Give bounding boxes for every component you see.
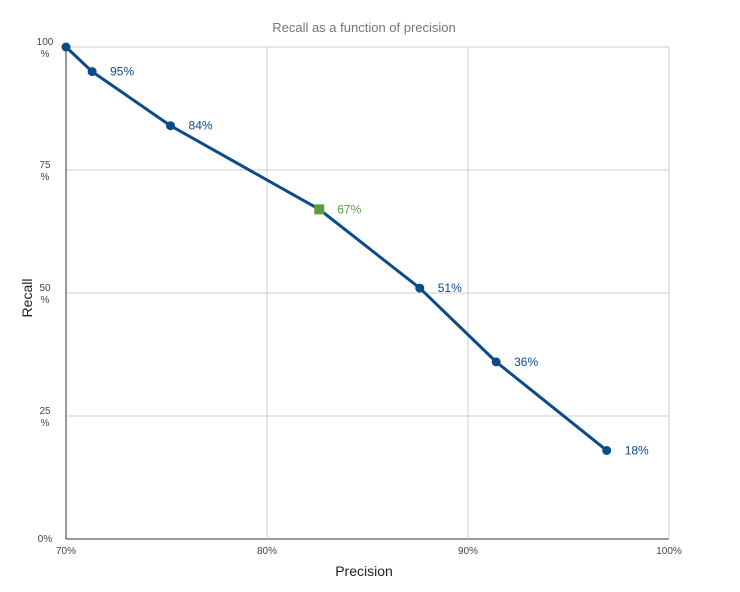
chart-title: Recall as a function of precision bbox=[272, 20, 456, 35]
y-tick-label: 50% bbox=[39, 283, 51, 306]
x-tick-label: 80% bbox=[257, 546, 277, 557]
recall-series bbox=[61, 42, 612, 455]
data-label: 36% bbox=[514, 355, 538, 369]
data-point bbox=[87, 67, 97, 77]
series-line bbox=[64, 45, 608, 452]
data-point bbox=[491, 357, 501, 367]
x-tick-label: 100% bbox=[656, 546, 682, 557]
y-tick-label: 0% bbox=[38, 534, 53, 545]
data-label: 67% bbox=[337, 202, 361, 216]
data-label: 84% bbox=[189, 119, 213, 133]
data-label: 95% bbox=[110, 65, 134, 79]
x-axis-title: Precision bbox=[335, 563, 393, 579]
x-axis-ticks: 70% 80% 90% 100% bbox=[56, 546, 682, 557]
data-point bbox=[602, 445, 612, 455]
data-point bbox=[415, 283, 425, 293]
data-point bbox=[166, 121, 176, 131]
data-label: 18% bbox=[625, 443, 649, 457]
data-labels: 95% 84% 67% 51% 36% 18% bbox=[110, 65, 649, 458]
y-tick-label: 25% bbox=[39, 406, 51, 429]
data-point bbox=[61, 42, 71, 52]
y-axis-title: Recall bbox=[19, 279, 35, 318]
y-tick-label: 75% bbox=[39, 160, 51, 183]
x-tick-label: 90% bbox=[458, 546, 478, 557]
x-tick-label: 70% bbox=[56, 546, 76, 557]
highlight-point bbox=[314, 204, 325, 215]
y-tick-label: 100% bbox=[37, 37, 54, 60]
data-label: 51% bbox=[438, 281, 462, 295]
grid bbox=[65, 46, 670, 540]
y-axis-ticks: 0% 25 % 50 % 75 % 100% bbox=[37, 37, 54, 545]
